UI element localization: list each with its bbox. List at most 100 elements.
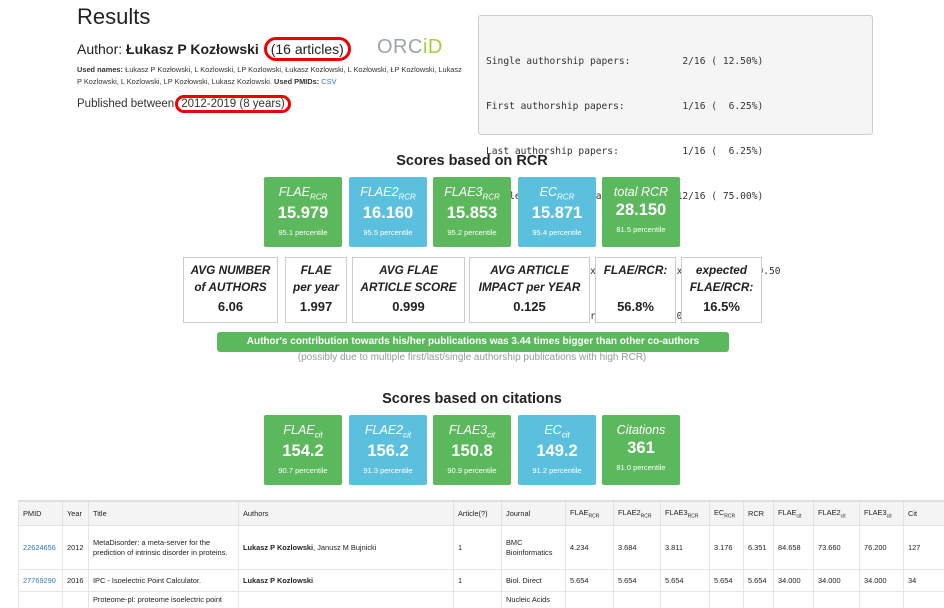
tile-percentile: 90.7 percentile [278,465,328,475]
col-header-pmid[interactable]: PMID [18,501,63,526]
tile-value: 15.979 [277,203,329,222]
col-header-flae2-rcr[interactable]: FLAE2RCR [613,501,661,526]
csv-link[interactable]: CSV [321,76,337,86]
table-row: 27769290 2016 IPC - Isoelectric Point Ca… [18,569,944,592]
tile-value: 150.8 [451,441,493,460]
col-header-year[interactable]: Year [62,501,89,526]
cell-title: IPC - Isoelectric Point Calculator. [88,569,239,592]
authorship-stats-box: Single authorship papers: 2/16 ( 12.50%)… [478,15,873,322]
cell-authors: Lukasz P Kozlowski [238,569,454,592]
metric-value: 6.06 [217,299,244,314]
tile-name: FLAE3cit [448,423,496,440]
cell-value: 3.811 [660,525,710,570]
tile-flae2-cit: FLAE2cit 156.2 91.3 percentile [349,415,427,485]
cell-article [453,591,502,608]
tile-name: FLAE3RCR [444,185,500,202]
col-header-flae2-cit[interactable]: FLAE2cit [813,501,860,526]
contribution-note: (possibly due to multiple first/last/sin… [297,352,647,363]
cell-value [743,591,774,608]
cell-value [613,591,661,608]
tile-percentile: 95.2 percentile [447,227,497,237]
col-header-flae-cit[interactable]: FLAEcit [773,501,814,526]
col-header-journal[interactable]: Journal [501,501,566,526]
table-row: 22624656 2012 MetaDisorder: a meta-serve… [18,525,944,570]
cell-journal: Biol. Direct [501,569,566,592]
col-header-rcr[interactable]: RCR [743,501,774,526]
col-header-flae-rcr[interactable]: FLAERCR [565,501,614,526]
cell-title: Proteome-pI: proteome isoelectric point [88,591,239,608]
col-header-title[interactable]: Title [88,501,239,526]
cell-year [62,591,89,608]
metric-avg-flae-score: AVG FLAE ARTICLE SCORE 0.999 [352,257,465,323]
cell-value: 34 [903,569,944,592]
pmid-link[interactable]: 22624656 [18,525,63,570]
tile-name: FLAE2cit [364,423,412,440]
stats-line: First authorship papers: 1/16 ( 6.25%) [486,101,764,112]
tile-name: ECcit [544,423,570,440]
cell-value: 34.000 [773,569,814,592]
tile-percentile: 91.2 percentile [532,465,582,475]
tile-ec-cit: ECcit 149.2 91.2 percentile [518,415,596,485]
author-line: Author: Łukasz P Kozłowski (16 articles) [77,37,351,61]
metric-avg-authors: AVG NUMBER of AUTHORS 6.06 [183,257,278,323]
pmid-link[interactable] [18,591,63,608]
articles-count: (16 articles) [263,37,351,61]
cell-value [903,591,944,608]
metric-value: 0.999 [392,299,425,314]
col-header-flae3-cit[interactable]: FLAE3cit [859,501,904,526]
tile-percentile: 95.5 percentile [363,227,413,237]
tile-percentile: 95.1 percentile [278,227,328,237]
metric-value: 16.5% [703,299,740,314]
cell-value: 6.351 [743,525,774,570]
metric-value: 56.8% [617,299,654,314]
pmid-link[interactable]: 27769290 [18,569,63,592]
used-names: Used names: Łukasz P Kozłowski, L Kozlow… [77,64,462,87]
used-pmids-label: Used PMIDs: [274,76,320,86]
metric-expected-flae-rcr: expected FLAE/RCR: 16.5% [681,257,762,323]
cell-value: 5.654 [709,569,744,592]
tile-flae-rcr: FLAERCR 15.979 95.1 percentile [264,177,342,247]
table-row: Proteome-pI: proteome isoelectric point … [18,591,944,608]
tile-percentile: 91.3 percentile [363,465,413,475]
metric-avg-article-impact: AVG ARTICLE IMPACT per YEAR 0.125 [469,257,590,323]
metric-flae-rcr: FLAE/RCR: 56.8% [595,257,676,323]
cell-value: 5.654 [743,569,774,592]
contribution-badge: Author's contribution towards his/her pu… [217,332,729,352]
citations-section-title: Scores based on citations [382,391,562,407]
tile-percentile: 95.4 percentile [532,227,582,237]
cell-value: 34.000 [813,569,860,592]
tile-value: 28.150 [615,201,667,219]
orcid-id-text: iD [422,36,443,58]
cell-title: MetaDisorder: a meta-server for the pred… [88,525,239,570]
tile-value: 149.2 [536,441,578,460]
cell-value [813,591,860,608]
cell-value [709,591,744,608]
tile-percentile: 81.5 percentile [616,225,666,234]
cell-value: 5.654 [613,569,661,592]
orcid-logo[interactable]: ORCiD [377,36,443,59]
tile-value: 154.2 [282,441,324,460]
col-header-ec-rcr[interactable]: ECRCR [709,501,744,526]
col-header-authors[interactable]: Authors [238,501,454,526]
tile-citations: Citations 361 81.0 percentile [602,415,680,485]
cell-value: 5.654 [660,569,710,592]
col-header-flae3-rcr[interactable]: FLAE3RCR [660,501,710,526]
tile-value: 361 [627,439,655,457]
cell-value [773,591,814,608]
stats-line: Last authorship papers: 1/16 ( 6.25%) [486,146,764,157]
tile-name: ECRCR [539,185,575,202]
cell-year: 2012 [62,525,89,570]
cell-value: 5.654 [565,569,614,592]
cell-year: 2016 [62,569,89,592]
tile-flae3-cit: FLAE3cit 150.8 90.9 percentile [433,415,511,485]
col-header-article[interactable]: Article(?) [453,501,502,526]
tile-value: 16.160 [362,203,414,222]
tile-percentile: 90.9 percentile [447,465,497,475]
tile-name: FLAERCR [278,185,328,202]
tile-value: 15.853 [446,203,498,222]
metric-value: 0.125 [513,299,546,314]
tile-name: Citations [616,423,666,437]
stats-line: Single authorship papers: 2/16 ( 12.50%) [486,56,764,67]
author-label: Author: [77,41,123,57]
col-header-cit[interactable]: Cit [903,501,944,526]
